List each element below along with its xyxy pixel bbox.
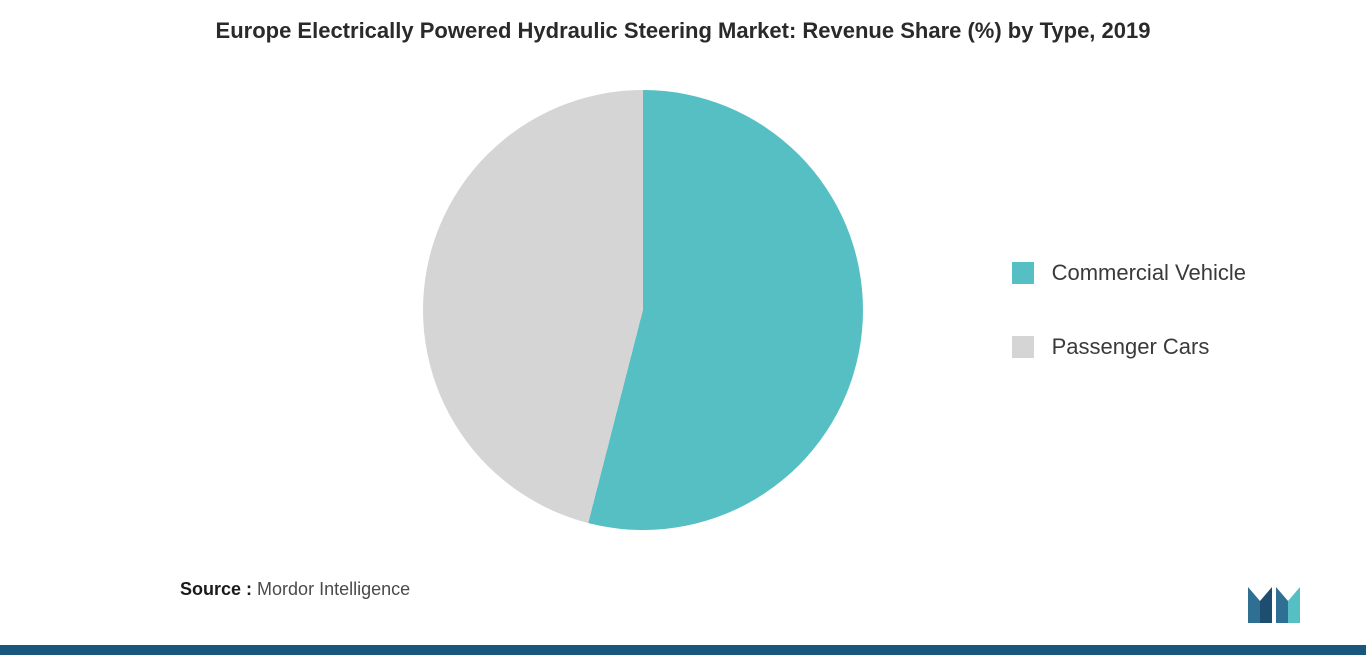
brand-logo: [1246, 575, 1326, 625]
source-text: Mordor Intelligence: [257, 579, 410, 599]
legend-swatch: [1012, 262, 1034, 284]
source-prefix: Source :: [180, 579, 252, 599]
source-attribution: Source : Mordor Intelligence: [180, 579, 410, 600]
bottom-accent-bar: [0, 645, 1366, 655]
legend-item: Commercial Vehicle: [1012, 260, 1246, 286]
legend-label: Passenger Cars: [1052, 334, 1210, 360]
chart-container: Commercial Vehicle Passenger Cars: [0, 80, 1366, 540]
legend-label: Commercial Vehicle: [1052, 260, 1246, 286]
pie-chart: [423, 90, 863, 530]
chart-title: Europe Electrically Powered Hydraulic St…: [0, 0, 1366, 44]
legend-swatch: [1012, 336, 1034, 358]
legend: Commercial Vehicle Passenger Cars: [1012, 260, 1246, 360]
legend-item: Passenger Cars: [1012, 334, 1246, 360]
